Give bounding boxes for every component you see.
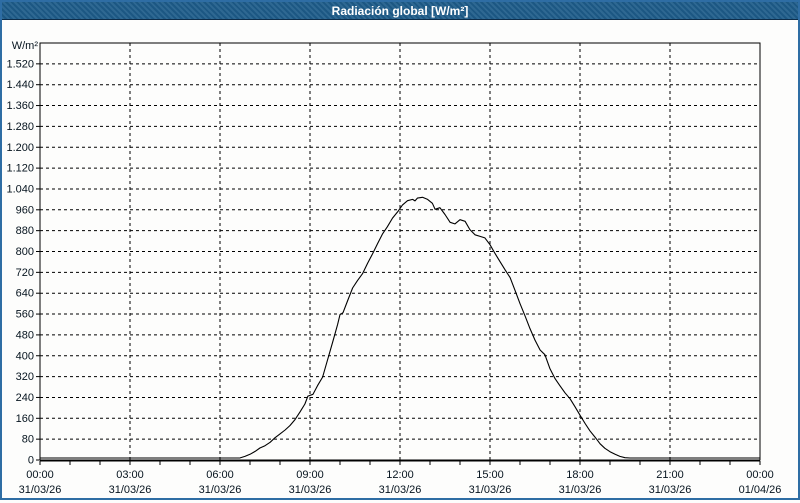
- x-tick-time-label: 15:00: [476, 469, 504, 481]
- x-tick-time-label: 00:00: [26, 469, 54, 481]
- y-tick-label: 800: [16, 246, 34, 258]
- x-tick-date-label: 31/03/26: [559, 484, 602, 496]
- y-tick-label: 1.280: [6, 121, 34, 133]
- y-tick-label: 560: [16, 309, 34, 321]
- y-tick-label: 960: [16, 204, 34, 216]
- x-tick-date-label: 31/03/26: [19, 484, 62, 496]
- x-tick-date-label: 31/03/26: [379, 484, 422, 496]
- y-tick-label: 880: [16, 225, 34, 237]
- plot-border: [39, 42, 761, 461]
- y-tick-label: 0: [28, 455, 34, 467]
- y-tick-label: 240: [16, 392, 34, 404]
- x-tick-time-label: 18:00: [566, 469, 594, 481]
- x-tick-date-label: 31/03/26: [289, 484, 332, 496]
- x-tick-time-label: 06:00: [206, 469, 234, 481]
- chart-title: Radiación global [W/m²]: [331, 3, 469, 18]
- x-tick-date-label: 31/03/26: [109, 484, 152, 496]
- y-tick-label: 1.520: [6, 58, 34, 70]
- y-tick-label: 1.200: [6, 142, 34, 154]
- x-tick-time-label: 12:00: [386, 469, 414, 481]
- x-tick-date-label: 31/03/26: [469, 484, 512, 496]
- y-tick-label: 720: [16, 267, 34, 279]
- x-tick-date-label: 31/03/26: [199, 484, 242, 496]
- y-tick-label: 160: [16, 413, 34, 425]
- x-tick-date-label: 01/04/26: [739, 484, 782, 496]
- x-tick-time-label: 21:00: [656, 469, 684, 481]
- y-tick-label: 1.040: [6, 183, 34, 195]
- y-tick-label: 480: [16, 329, 34, 341]
- y-tick-label: 80: [22, 434, 34, 446]
- y-tick-label: 1.360: [6, 100, 34, 112]
- radiation-curve: [40, 196, 760, 459]
- x-tick-time-label: 03:00: [116, 469, 144, 481]
- y-tick-label: 1.440: [6, 79, 34, 91]
- x-tick-date-label: 31/03/26: [649, 484, 692, 496]
- radiation-chart: 0 80 160 240 320 400 480 560 640 720 800 880 960 1.04…: [6, 42, 782, 496]
- y-tick-label: 1.120: [6, 163, 34, 175]
- y-tick-label: 400: [16, 350, 34, 362]
- x-tick-time-label: 09:00: [296, 469, 324, 481]
- y-tick-label: 640: [16, 288, 34, 300]
- y-axis-unit-label: W/m²: [11, 40, 38, 52]
- x-tick-time-label: 00:00: [746, 469, 774, 481]
- y-tick-label: 320: [16, 371, 34, 383]
- window-titlebar: Radiación global [W/m²]: [2, 2, 798, 20]
- chart-area: W/m² 0 80 160 240 320 400 480 560 640 720 800 880 96…: [2, 20, 798, 498]
